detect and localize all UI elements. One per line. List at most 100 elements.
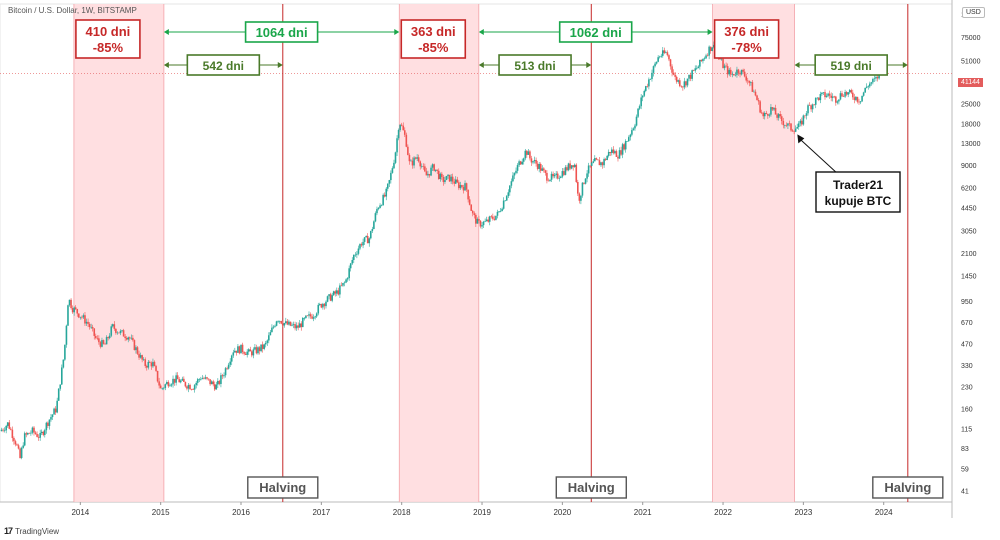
candle-body	[366, 235, 369, 244]
candle-body	[515, 170, 517, 174]
candle-body	[235, 350, 238, 353]
candle-body	[108, 335, 111, 339]
candle-body	[268, 335, 270, 341]
candle-body	[376, 209, 378, 214]
candle-body	[417, 157, 420, 162]
candle-body	[751, 82, 754, 92]
halving-label-box-1	[498, 54, 572, 76]
candle-body	[677, 80, 680, 82]
candle-body	[317, 304, 320, 314]
candle-body	[10, 428, 12, 430]
candle-body	[445, 176, 448, 181]
candle-body	[865, 86, 868, 88]
halving-arrow-2-head-left	[794, 62, 800, 68]
candle-body	[309, 314, 312, 317]
candle-body	[149, 361, 151, 363]
halving-label-2: Halving	[884, 480, 931, 495]
annotation-line-2: kupuje BTC	[825, 194, 892, 208]
candle-body	[499, 211, 502, 212]
bear-drawdown-label-1: -85%	[418, 40, 449, 55]
candle-body	[481, 225, 483, 227]
candle-body	[68, 299, 71, 306]
candle-body	[51, 414, 54, 418]
candle-body	[198, 379, 201, 380]
candle-body	[835, 96, 837, 103]
candle-body	[252, 349, 255, 356]
candle-body	[420, 166, 423, 167]
candle-body	[189, 384, 191, 390]
candle-body	[30, 432, 32, 434]
candle-body	[722, 58, 724, 69]
candle-body	[711, 47, 714, 52]
candle-body	[271, 327, 273, 333]
candle-body	[740, 69, 743, 75]
candle-body	[258, 347, 261, 352]
candle-body	[6, 422, 9, 426]
halving-box-2	[872, 476, 944, 499]
candle-body	[300, 323, 303, 328]
candle-body	[48, 419, 51, 426]
candle-body	[736, 69, 738, 75]
candle-body	[3, 430, 6, 431]
candle-body	[558, 177, 561, 179]
candle-body	[275, 321, 278, 326]
candle-body	[556, 173, 559, 179]
candle-body	[635, 116, 638, 126]
candle-body	[726, 66, 729, 75]
bear-days-label-1: 363 dni	[411, 24, 456, 39]
price-tick-10: 3050	[961, 229, 977, 236]
candle-body	[763, 112, 766, 117]
candle-body	[524, 150, 527, 159]
candle-body	[448, 174, 451, 182]
candle-body	[264, 342, 267, 345]
candle-body	[563, 171, 565, 175]
candle-body	[762, 112, 765, 117]
candle-body	[731, 74, 734, 75]
halving-box-1	[555, 476, 627, 499]
candle-body	[536, 163, 539, 169]
candle-body	[652, 66, 655, 73]
candle-body	[482, 221, 485, 226]
candle-body	[516, 165, 519, 171]
candle-body	[861, 95, 863, 102]
candle-body	[244, 353, 247, 355]
candle-body	[487, 219, 490, 222]
candle-body	[59, 384, 62, 389]
candle-body	[130, 337, 133, 339]
bear-drawdown-label-2: -78%	[731, 40, 762, 55]
candle-body	[561, 171, 564, 177]
candle-body	[720, 58, 723, 60]
candle-body	[64, 344, 66, 360]
candle-body	[773, 107, 775, 110]
tradingview-name: TradingView	[15, 526, 60, 536]
candle-body	[430, 167, 432, 176]
candle-body	[107, 337, 109, 339]
candle-body	[391, 168, 394, 173]
candle-body	[825, 95, 828, 98]
candle-body	[5, 425, 7, 431]
candle-body	[37, 436, 40, 438]
candle-body	[725, 65, 727, 67]
candle-body	[241, 344, 244, 353]
candle-body	[509, 185, 511, 193]
candle-body	[643, 90, 646, 96]
candle-body	[81, 316, 83, 318]
candle-body	[17, 445, 20, 449]
candle-body	[274, 325, 276, 327]
candle-body	[546, 172, 548, 181]
price-tick-17: 230	[961, 385, 973, 392]
candle-body	[859, 101, 862, 103]
candle-body	[23, 433, 26, 446]
candle-body	[560, 176, 562, 178]
candle-body	[589, 165, 591, 167]
tradingview-brand[interactable]: 17 TradingView	[4, 526, 59, 536]
candle-body	[132, 337, 134, 341]
candle-body	[682, 86, 684, 88]
candle-body	[782, 120, 785, 126]
candle-body	[814, 98, 817, 105]
candle-body	[311, 316, 313, 319]
candle-body	[133, 340, 136, 351]
candle-body	[243, 352, 245, 354]
currency-button[interactable]: USD	[962, 7, 985, 18]
